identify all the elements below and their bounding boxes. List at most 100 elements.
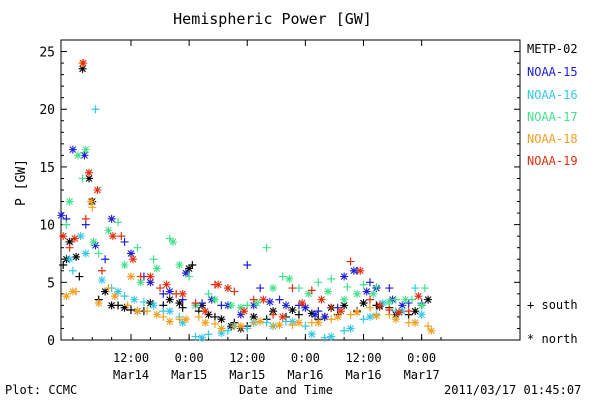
point-noaa-17-south xyxy=(78,174,87,183)
point-noaa-18-north xyxy=(62,292,71,301)
point-noaa-17-south xyxy=(165,234,174,243)
point-metp-02-north xyxy=(411,307,420,316)
point-noaa-18-south xyxy=(365,303,374,312)
point-metp-02-north xyxy=(101,287,110,296)
point-noaa-16-south xyxy=(340,326,349,335)
y-tick-label: 15 xyxy=(39,161,55,176)
point-noaa-19-south xyxy=(346,257,355,266)
point-noaa-17-south xyxy=(149,255,158,264)
point-noaa-16-north xyxy=(327,332,336,341)
point-noaa-15-north xyxy=(311,310,320,319)
plot-timestamp: 2011/03/17 01:45:07 xyxy=(444,383,582,397)
chart-title: Hemispheric Power [GW] xyxy=(173,10,372,28)
legend-symbol-north: * north xyxy=(527,332,578,346)
legend-symbol-south-label: south xyxy=(541,298,578,312)
point-noaa-15-north xyxy=(57,211,66,220)
point-noaa-16-north xyxy=(81,249,90,258)
point-noaa-19-south xyxy=(191,299,200,308)
point-noaa-17-south xyxy=(372,282,381,291)
point-noaa-16-north xyxy=(398,307,407,316)
point-noaa-18-north xyxy=(411,318,420,327)
point-noaa-19-north xyxy=(298,299,307,308)
point-noaa-17-south xyxy=(133,243,142,252)
plot-frame xyxy=(60,39,521,341)
point-noaa-18-north xyxy=(314,318,323,327)
point-metp-02-north xyxy=(340,301,349,310)
point-noaa-18-north xyxy=(127,272,135,281)
point-noaa-18-south xyxy=(104,284,113,293)
legend-item-noaa-15: NOAA-15 xyxy=(527,65,578,79)
point-noaa-18-north xyxy=(110,292,119,301)
legend-symbol-south: + south xyxy=(527,298,578,312)
point-noaa-17-south xyxy=(314,278,323,287)
point-noaa-17-north xyxy=(252,299,261,308)
point-noaa-16-south xyxy=(411,284,420,293)
y-axis-label: P [GW] xyxy=(13,159,29,206)
point-metp-02-south xyxy=(210,312,219,321)
point-metp-02-south xyxy=(59,261,68,269)
point-noaa-16-south xyxy=(204,330,213,339)
x-tick-label-date: Mar15 xyxy=(229,368,265,382)
point-noaa-19-south xyxy=(249,295,258,304)
point-noaa-18-north xyxy=(275,321,284,329)
point-noaa-19-north xyxy=(146,272,155,281)
point-noaa-15-north xyxy=(349,266,358,275)
point-noaa-18-north xyxy=(372,311,381,320)
point-noaa-19-north xyxy=(414,292,423,301)
point-noaa-19-south xyxy=(365,295,374,304)
point-noaa-16-north xyxy=(76,232,85,241)
point-noaa-18-south xyxy=(346,310,355,319)
point-noaa-17-north xyxy=(74,151,83,160)
point-noaa-18-north xyxy=(333,312,342,321)
point-noaa-15-north xyxy=(107,214,116,223)
plot-source-label: Plot: CCMC xyxy=(5,383,78,397)
point-noaa-17-south xyxy=(343,282,352,291)
point-noaa-19-north xyxy=(201,307,210,316)
point-noaa-19-south xyxy=(136,272,145,281)
legend-item-noaa-19: NOAA-19 xyxy=(527,154,578,168)
point-metp-02-north xyxy=(175,299,184,308)
point-noaa-18-north xyxy=(353,308,362,317)
point-noaa-16-south xyxy=(91,105,100,114)
point-noaa-15-south xyxy=(275,295,284,304)
point-noaa-18-north xyxy=(427,326,436,335)
point-noaa-19-south xyxy=(404,307,413,316)
point-noaa-16-south xyxy=(120,292,129,301)
point-noaa-15-north xyxy=(320,312,329,321)
point-noaa-15-north xyxy=(91,241,100,250)
point-noaa-19-north xyxy=(128,255,137,264)
point-noaa-17-north xyxy=(152,264,161,273)
point-noaa-18-south xyxy=(210,319,219,328)
point-metp-02-north xyxy=(359,299,368,308)
point-metp-02-north xyxy=(424,295,433,304)
point-metp-02-north xyxy=(204,310,213,319)
point-noaa-15-north xyxy=(398,301,407,310)
point-noaa-17-north xyxy=(227,301,236,310)
point-noaa-17-south xyxy=(278,272,287,281)
point-noaa-16-north xyxy=(114,287,123,296)
point-metp-02-north xyxy=(107,301,116,310)
point-metp-02-north xyxy=(78,64,87,73)
legend-symbol-north-glyph: * xyxy=(527,332,535,346)
x-tick-label-time: 12:00 xyxy=(345,351,381,365)
y-tick-label: 20 xyxy=(39,103,55,118)
point-noaa-18-north xyxy=(181,315,190,324)
point-noaa-19-south xyxy=(327,303,336,312)
point-noaa-17-north xyxy=(285,274,294,283)
point-noaa-16-north xyxy=(378,299,387,308)
point-noaa-17-north xyxy=(401,295,410,304)
point-noaa-17-north xyxy=(353,289,362,298)
x-tick-label-date: Mar15 xyxy=(171,368,207,382)
point-noaa-17-north xyxy=(120,261,129,269)
point-noaa-19-south xyxy=(307,286,316,295)
point-noaa-16-north xyxy=(417,310,426,319)
point-noaa-17-north xyxy=(385,297,394,306)
point-noaa-17-north xyxy=(340,295,349,304)
x-tick-label-time: 0:00 xyxy=(175,351,204,365)
x-tick-label-date: Mar14 xyxy=(113,368,149,382)
legend-item-noaa-16: NOAA-16 xyxy=(527,88,578,102)
point-noaa-18-north xyxy=(391,315,400,324)
point-noaa-16-south xyxy=(320,333,329,342)
x-tick-label-date: Mar16 xyxy=(287,368,323,382)
